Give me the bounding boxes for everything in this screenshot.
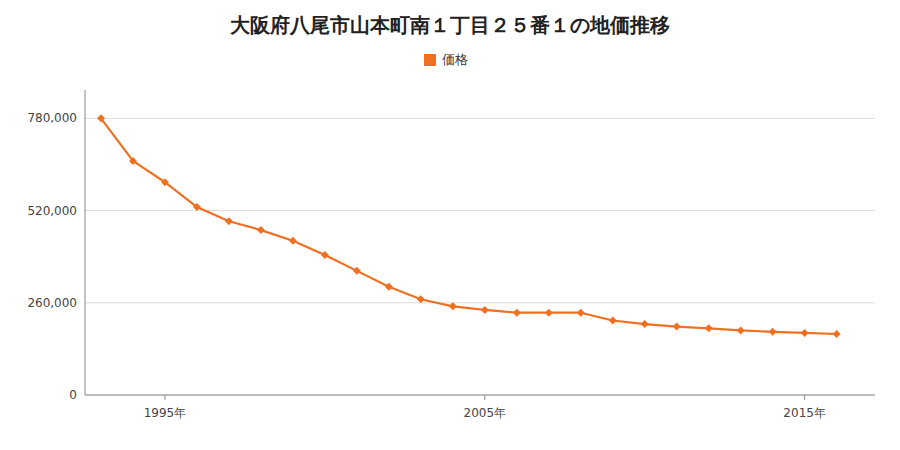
- marker: [545, 309, 553, 317]
- y-axis-line: [85, 90, 86, 395]
- marker: [481, 306, 489, 314]
- marker: [833, 330, 841, 338]
- marker: [417, 295, 425, 303]
- marker: [801, 329, 809, 337]
- plot-area: [97, 114, 841, 338]
- grid-line: [85, 395, 875, 396]
- marker: [609, 317, 617, 325]
- marker: [769, 328, 777, 336]
- marker: [321, 251, 329, 259]
- x-tick-label: 2015年: [783, 406, 826, 420]
- marker: [225, 217, 233, 225]
- marker: [673, 323, 681, 331]
- marker: [449, 302, 457, 310]
- chart: 大阪府八尾市山本町南１丁目２５番１の地価推移 0 260,000 520,000 780…: [0, 0, 900, 450]
- x-axis-line: [85, 395, 875, 396]
- legend: 価格: [424, 52, 468, 67]
- y-tick-label: 520,000: [27, 204, 77, 218]
- line: [101, 118, 837, 334]
- marker: [513, 309, 521, 317]
- y-tick-label: 780,000: [27, 111, 77, 125]
- marker: [161, 178, 169, 186]
- marker: [577, 309, 585, 317]
- legend-swatch: [424, 54, 436, 66]
- x-tick-label: 1995年: [144, 406, 187, 420]
- marker: [353, 267, 361, 275]
- x-tick-label: 2005年: [464, 406, 507, 420]
- y-tick-label: 0: [69, 388, 77, 402]
- marker: [97, 114, 105, 122]
- marker: [705, 324, 713, 332]
- title: 大阪府八尾市山本町南１丁目２５番１の地価推移: [230, 13, 670, 37]
- x-tick: [484, 395, 485, 400]
- x-tick: [804, 395, 805, 400]
- grid-line: [85, 118, 875, 119]
- marker: [737, 326, 745, 334]
- marker: [385, 283, 393, 291]
- grid-line: [85, 302, 875, 303]
- y-tick-label: 260,000: [27, 296, 77, 310]
- marker: [289, 237, 297, 245]
- marker: [641, 320, 649, 328]
- legend-label: 価格: [442, 52, 468, 67]
- marker: [257, 226, 265, 234]
- marker: [129, 157, 137, 165]
- marker: [193, 203, 201, 211]
- x-tick: [164, 395, 165, 400]
